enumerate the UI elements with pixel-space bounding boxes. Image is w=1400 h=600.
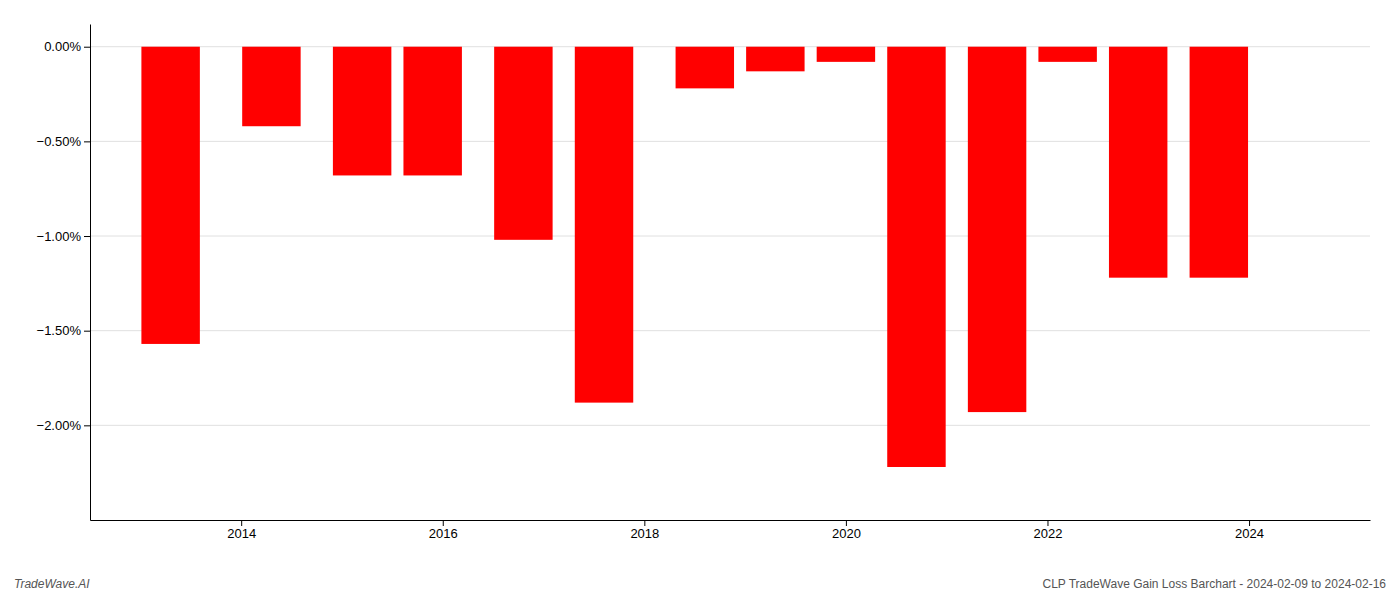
x-tick-label: 2016 bbox=[429, 526, 458, 541]
x-tick: 2020 bbox=[832, 520, 861, 541]
x-tick: 2022 bbox=[1034, 520, 1063, 541]
y-tick: −2.00% bbox=[37, 418, 90, 433]
y-tick-mark bbox=[84, 47, 90, 48]
bar bbox=[968, 47, 1026, 412]
y-tick-mark bbox=[84, 141, 90, 142]
x-tick-mark bbox=[1047, 520, 1048, 526]
plot: 2014 2016 2018 2020 2022 2024 0.00% −0.50% −1.00… bbox=[37, 25, 1371, 542]
x-tick-mark bbox=[443, 520, 444, 526]
y-tick: −1.00% bbox=[37, 229, 90, 244]
x-tick-label: 2014 bbox=[227, 526, 256, 541]
bar bbox=[1109, 47, 1167, 278]
x-tick-label: 2018 bbox=[630, 526, 659, 541]
x-tick: 2016 bbox=[429, 520, 458, 541]
x-axis: 2014 2016 2018 2020 2022 2024 bbox=[91, 520, 1371, 541]
bar bbox=[141, 47, 199, 344]
footer-right: CLP TradeWave Gain Loss Barchart - 2024-… bbox=[1042, 577, 1386, 591]
x-tick-label: 2024 bbox=[1235, 526, 1264, 541]
y-tick-label: 0.00% bbox=[44, 39, 81, 54]
x-tick-mark bbox=[846, 520, 847, 526]
y-tick: 0.00% bbox=[44, 39, 90, 54]
y-tick-label: −2.00% bbox=[37, 418, 82, 433]
bar bbox=[746, 47, 804, 72]
y-tick-label: −1.00% bbox=[37, 229, 82, 244]
x-tick: 2018 bbox=[630, 520, 659, 541]
y-tick: −0.50% bbox=[37, 134, 90, 149]
y-axis-line bbox=[90, 25, 91, 521]
y-tick-mark bbox=[84, 236, 90, 237]
y-tick-label: −1.50% bbox=[37, 323, 82, 338]
bar bbox=[575, 47, 633, 403]
bar bbox=[1190, 47, 1248, 278]
x-tick-label: 2020 bbox=[832, 526, 861, 541]
y-axis: 0.00% −0.50% −1.00% −1.50% −2.00% bbox=[37, 25, 91, 521]
x-tick-mark bbox=[644, 520, 645, 526]
grid-line bbox=[90, 141, 1370, 142]
bar bbox=[887, 47, 945, 467]
bar bbox=[494, 47, 552, 240]
bar bbox=[1038, 47, 1096, 62]
y-tick-label: −0.50% bbox=[37, 134, 82, 149]
y-tick: −1.50% bbox=[37, 323, 90, 338]
bar bbox=[676, 47, 734, 89]
x-tick-label: 2022 bbox=[1034, 526, 1063, 541]
x-axis-line bbox=[91, 520, 1371, 521]
x-tick-mark bbox=[1249, 520, 1250, 526]
x-tick-mark bbox=[241, 520, 242, 526]
y-tick-mark bbox=[84, 331, 90, 332]
footer: TradeWave.AI CLP TradeWave Gain Loss Barc… bbox=[14, 577, 1386, 591]
chart: 2014 2016 2018 2020 2022 2024 0.00% −0.50% −1.00… bbox=[0, 0, 1400, 600]
bar bbox=[817, 47, 875, 62]
bar bbox=[333, 47, 391, 176]
bars bbox=[141, 47, 1248, 467]
footer-left: TradeWave.AI bbox=[14, 577, 90, 591]
x-tick: 2014 bbox=[227, 520, 256, 541]
grid bbox=[90, 47, 1370, 426]
grid-line bbox=[90, 236, 1370, 237]
x-tick: 2024 bbox=[1235, 520, 1264, 541]
grid-line bbox=[90, 330, 1370, 331]
y-tick-mark bbox=[84, 425, 90, 426]
grid-line bbox=[90, 425, 1370, 426]
bar bbox=[242, 47, 300, 127]
bar bbox=[403, 47, 461, 176]
